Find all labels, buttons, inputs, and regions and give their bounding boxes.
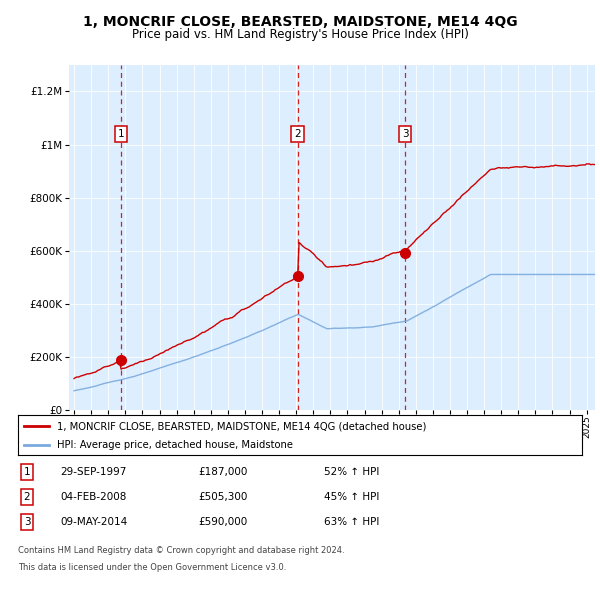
Text: £505,300: £505,300 [198,492,247,502]
Text: £590,000: £590,000 [198,517,247,527]
Text: 04-FEB-2008: 04-FEB-2008 [60,492,127,502]
Text: 3: 3 [23,517,31,527]
Text: 2: 2 [295,129,301,139]
Text: £187,000: £187,000 [198,467,247,477]
Text: 1: 1 [118,129,124,139]
Text: 1, MONCRIF CLOSE, BEARSTED, MAIDSTONE, ME14 4QG: 1, MONCRIF CLOSE, BEARSTED, MAIDSTONE, M… [83,15,517,29]
Text: 63% ↑ HPI: 63% ↑ HPI [324,517,379,527]
Text: 45% ↑ HPI: 45% ↑ HPI [324,492,379,502]
Text: Contains HM Land Registry data © Crown copyright and database right 2024.: Contains HM Land Registry data © Crown c… [18,546,344,555]
Text: 09-MAY-2014: 09-MAY-2014 [60,517,127,527]
Text: 1: 1 [23,467,31,477]
Text: Price paid vs. HM Land Registry's House Price Index (HPI): Price paid vs. HM Land Registry's House … [131,28,469,41]
Text: 1, MONCRIF CLOSE, BEARSTED, MAIDSTONE, ME14 4QG (detached house): 1, MONCRIF CLOSE, BEARSTED, MAIDSTONE, M… [58,421,427,431]
Text: 29-SEP-1997: 29-SEP-1997 [60,467,127,477]
Text: 52% ↑ HPI: 52% ↑ HPI [324,467,379,477]
Text: HPI: Average price, detached house, Maidstone: HPI: Average price, detached house, Maid… [58,441,293,450]
Text: 2: 2 [23,492,31,502]
Text: 3: 3 [402,129,409,139]
Text: This data is licensed under the Open Government Licence v3.0.: This data is licensed under the Open Gov… [18,563,286,572]
